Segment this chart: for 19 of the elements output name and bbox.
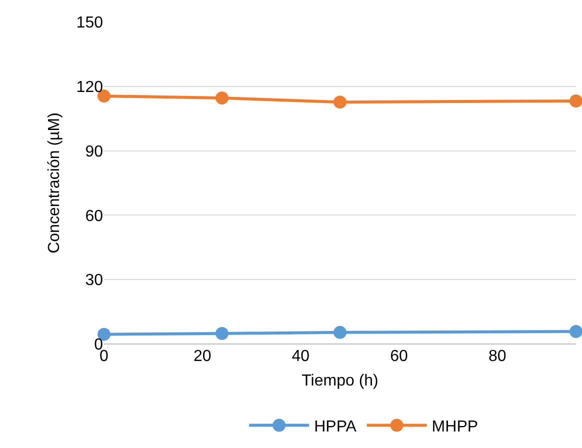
x-tick-label: 60 [390, 348, 408, 365]
y-tick-label: 150 [76, 14, 104, 32]
point [570, 325, 582, 338]
point [216, 91, 228, 104]
y-axis-title: Concentración (µM) [46, 112, 64, 254]
point [334, 96, 346, 109]
legend-label: MHPP [432, 418, 478, 436]
y-tick-label: 120 [76, 79, 104, 96]
x-tick-label: 20 [193, 348, 212, 365]
x-axis-title: Tiempo (h) [302, 372, 378, 390]
point [216, 326, 228, 340]
y-tick-label: 90 [85, 143, 104, 160]
y-tick-label: 60 [85, 208, 104, 225]
x-tick-label: 40 [292, 348, 310, 365]
point [570, 94, 582, 108]
y-tick-label: 30 [85, 272, 104, 290]
legend-label: HPPA [314, 418, 357, 436]
x-tick-label: 80 [488, 348, 506, 365]
point [334, 326, 346, 339]
